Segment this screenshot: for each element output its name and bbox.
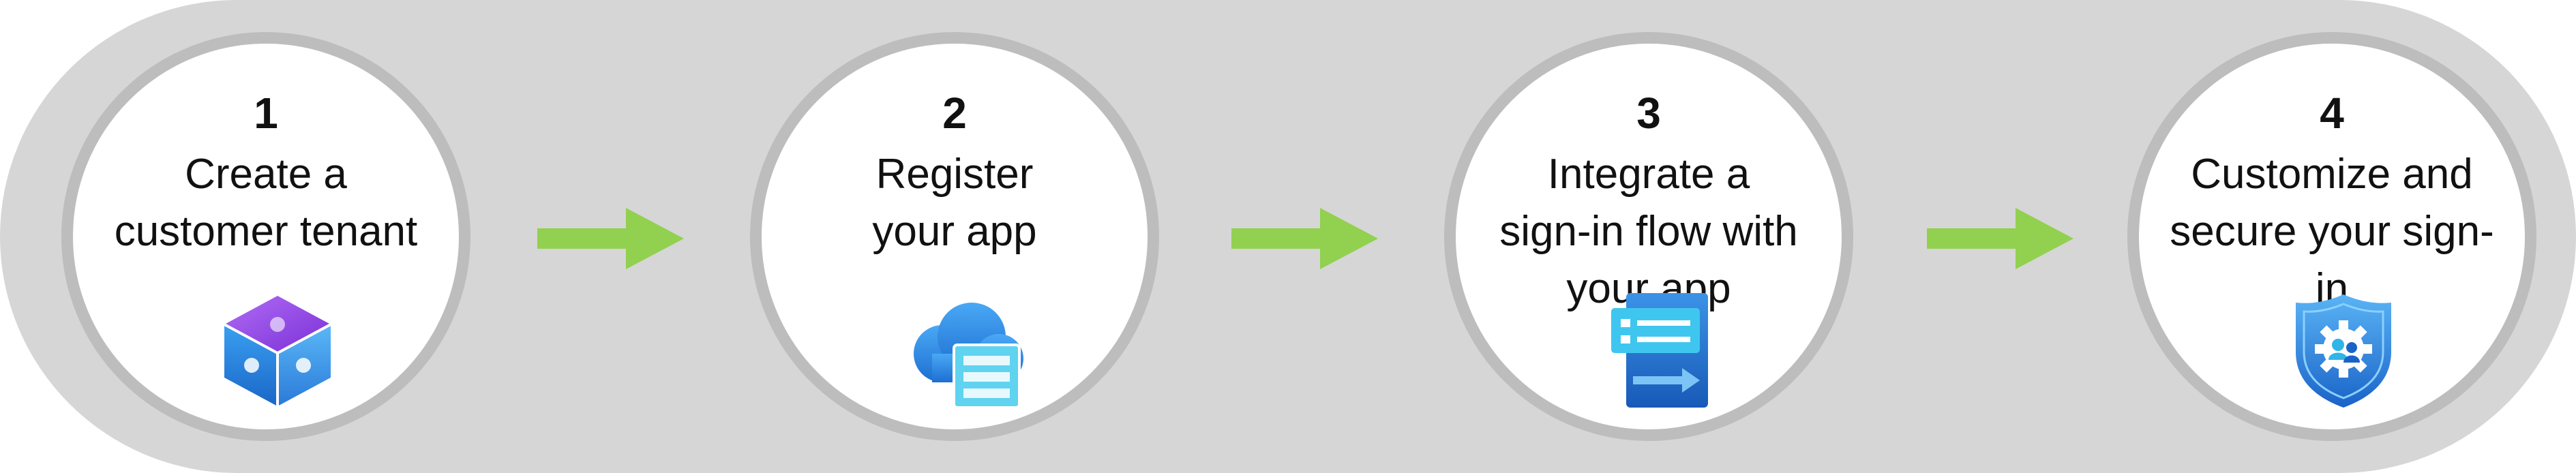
- step-label: Integrate a sign-in flow with your app: [1499, 151, 1798, 312]
- shield-gear-users-icon: [2296, 294, 2391, 408]
- step-2-circle: 2 Register your app: [750, 32, 1159, 441]
- arrow-right-icon: [1231, 208, 1378, 269]
- puzzle-cube-icon: [224, 296, 331, 406]
- step-number: 3: [1636, 89, 1661, 138]
- step-4-circle: 4 Customize and secure your sign-in: [2127, 32, 2536, 441]
- cloud-app-registration-icon: [914, 303, 1023, 409]
- arrow-right-icon: [1927, 208, 2073, 269]
- step-label: Create a customer tenant: [114, 151, 418, 255]
- sign-in-flow-icon: [1611, 293, 1708, 408]
- step-number: 4: [2320, 89, 2344, 138]
- step-1-circle: 1 Create a customer tenant: [61, 32, 470, 441]
- step-number: 2: [942, 89, 967, 138]
- step-3-circle: 3 Integrate a sign-in flow with your app: [1444, 32, 1853, 441]
- step-label: Register your app: [872, 151, 1037, 255]
- arrow-right-icon: [537, 208, 684, 269]
- step-number: 1: [254, 89, 278, 138]
